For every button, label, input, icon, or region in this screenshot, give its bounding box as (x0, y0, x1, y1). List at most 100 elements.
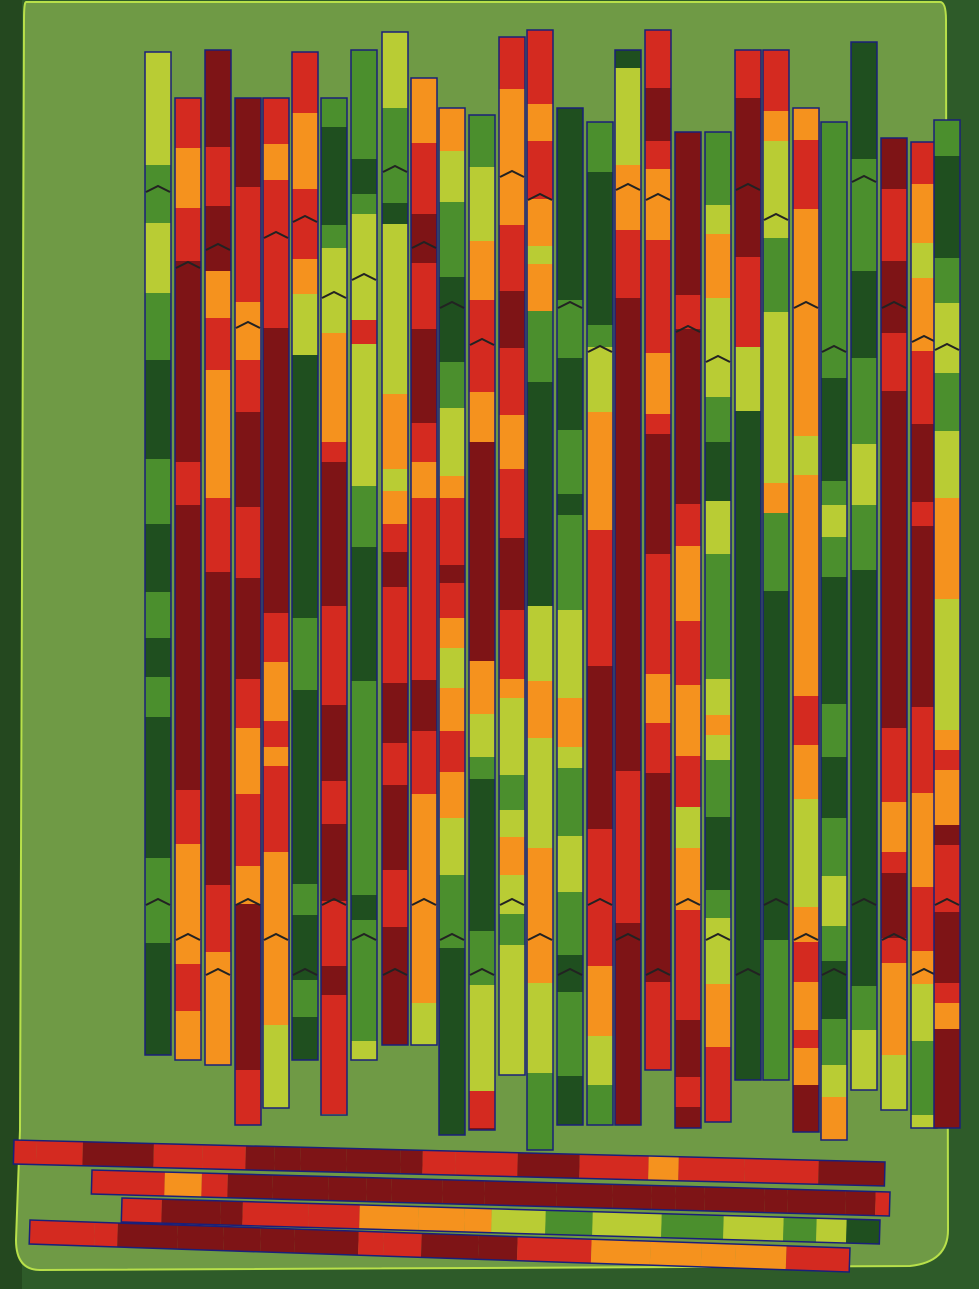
turn-marker (793, 300, 819, 309)
yield-segment (881, 609, 907, 676)
yield-segment (439, 362, 465, 408)
yield-segment (851, 159, 877, 221)
yield-segment (527, 30, 553, 104)
yield-segment (499, 810, 525, 837)
yield-segment (292, 618, 318, 690)
yield-segment (516, 1236, 592, 1264)
yield-segment (263, 1025, 289, 1098)
yield-segment (321, 995, 347, 1068)
strip-body (90, 1169, 891, 1217)
yield-segment (723, 1215, 784, 1242)
yield-segment (321, 526, 347, 582)
yield-segment (351, 159, 377, 194)
yield-segment (411, 350, 437, 423)
turn-marker (587, 897, 613, 906)
turn-marker (205, 967, 231, 976)
yield-segment (351, 804, 377, 876)
yield-segment (705, 501, 731, 554)
yield-segment (242, 1201, 309, 1228)
yield-segment (499, 837, 525, 875)
yield-segment (527, 382, 553, 410)
yield-segment (881, 873, 907, 895)
yield-segment (645, 791, 671, 837)
turn-marker (382, 164, 408, 173)
yield-segment (763, 786, 789, 828)
yield-segment (175, 740, 201, 790)
yield-segment (557, 1076, 583, 1100)
yield-segment (235, 679, 261, 728)
yield-segment (911, 243, 937, 278)
yield-segment (235, 1070, 261, 1125)
yield-segment (735, 814, 761, 888)
yield-segment (881, 938, 907, 963)
yield-segment (557, 659, 583, 698)
yield-segment (911, 578, 937, 635)
yield-segment (821, 423, 847, 481)
yield-segment (321, 1068, 347, 1114)
yield-segment (292, 1017, 318, 1060)
yield-segment (793, 436, 819, 475)
yield-segment (763, 238, 789, 312)
yield-segment (145, 459, 171, 524)
yield-segment (328, 1176, 367, 1202)
yield-segment (411, 498, 437, 537)
strip-outline (704, 131, 732, 1123)
yield-segment (205, 50, 231, 106)
yield-segment (321, 966, 347, 995)
yield-segment (851, 525, 877, 570)
yield-segment (145, 223, 171, 293)
strip (144, 51, 172, 1056)
strip (350, 49, 378, 1061)
yield-segment (469, 624, 495, 661)
yield-segment (205, 498, 231, 572)
yield-segment (175, 261, 201, 320)
turn-marker (881, 300, 907, 309)
yield-segment (527, 809, 553, 848)
yield-segment (382, 587, 408, 611)
yield-segment (735, 314, 761, 347)
yield-segment (321, 286, 347, 333)
yield-segment (351, 623, 377, 681)
turn-marker (439, 932, 465, 941)
yield-segment (793, 696, 819, 745)
yield-segment (587, 222, 613, 293)
yield-segment (705, 205, 731, 234)
yield-segment (934, 431, 960, 498)
yield-segment (235, 981, 261, 1006)
turn-marker (351, 932, 377, 941)
yield-segment (274, 1146, 301, 1172)
yield-segment (735, 925, 761, 965)
yield-segment (615, 114, 641, 134)
yield-segment (557, 358, 583, 430)
yield-segment (763, 883, 789, 940)
turn-marker (321, 897, 347, 906)
yield-segment (439, 277, 465, 302)
yield-segment (527, 264, 553, 311)
yield-segment (439, 1008, 465, 1041)
yield-segment (235, 360, 261, 412)
yield-segment (439, 688, 465, 731)
yield-segment (821, 378, 847, 423)
yield-segment (911, 278, 937, 298)
yield-segment (763, 483, 789, 513)
yield-segment (145, 427, 171, 459)
yield-segment (881, 695, 907, 728)
yield-segment (816, 1218, 847, 1244)
yield-segment (292, 980, 318, 1017)
yield-segment (763, 646, 789, 707)
strip-outline (880, 137, 908, 1111)
yield-segment (557, 836, 583, 892)
yield-segment (235, 98, 261, 131)
yield-segment (292, 294, 318, 355)
yield-segment (735, 486, 761, 558)
yield-segment (705, 817, 731, 871)
yield-segment (851, 570, 877, 640)
turn-marker (911, 334, 937, 343)
yield-segment (469, 115, 495, 167)
strip-outline (120, 1197, 881, 1245)
yield-segment (439, 108, 465, 151)
yield-segment (764, 1188, 788, 1214)
yield-segment (145, 943, 171, 989)
yield-segment (499, 89, 525, 157)
yield-segment (675, 910, 701, 963)
